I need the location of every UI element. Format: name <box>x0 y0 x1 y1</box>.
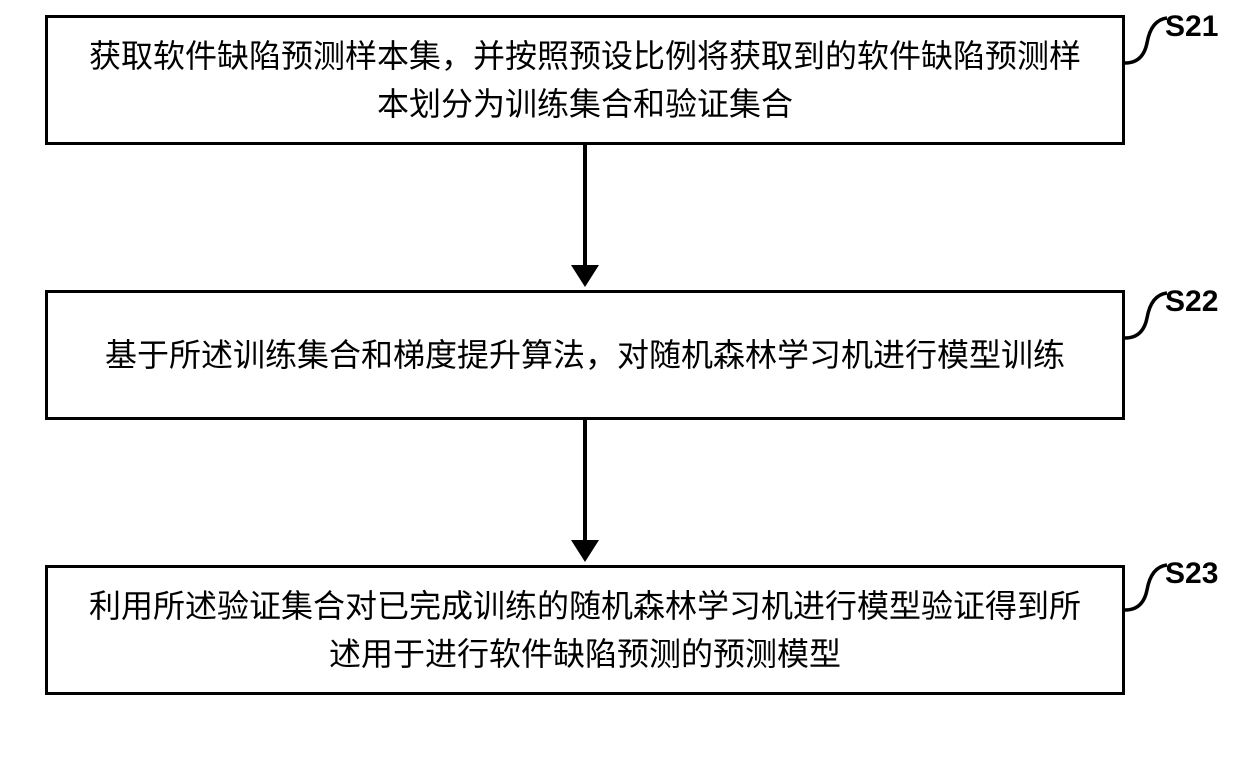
step-label-s22: S22 <box>1165 285 1218 319</box>
flow-box-s23: 利用所述验证集合对已完成训练的随机森林学习机进行模型验证得到所述用于进行软件缺陷… <box>45 565 1125 695</box>
step-label-s21: S21 <box>1165 10 1218 44</box>
flow-box-s22: 基于所述训练集合和梯度提升算法，对随机森林学习机进行模型训练 <box>45 290 1125 420</box>
curve-s23 <box>1125 555 1170 615</box>
flow-box-s21-text: 获取软件缺陷预测样本集，并按照预设比例将获取到的软件缺陷预测样本划分为训练集合和… <box>88 32 1082 128</box>
curve-s22 <box>1125 283 1170 343</box>
flowchart-container: 获取软件缺陷预测样本集，并按照预设比例将获取到的软件缺陷预测样本划分为训练集合和… <box>0 0 1239 781</box>
flow-box-s23-text: 利用所述验证集合对已完成训练的随机森林学习机进行模型验证得到所述用于进行软件缺陷… <box>88 582 1082 678</box>
arrow-s21-s22 <box>571 265 599 287</box>
connector-s22-s23 <box>583 420 587 540</box>
curve-s21 <box>1125 8 1170 68</box>
step-label-s23: S23 <box>1165 557 1218 591</box>
flow-box-s21: 获取软件缺陷预测样本集，并按照预设比例将获取到的软件缺陷预测样本划分为训练集合和… <box>45 15 1125 145</box>
connector-s21-s22 <box>583 145 587 265</box>
flow-box-s22-text: 基于所述训练集合和梯度提升算法，对随机森林学习机进行模型训练 <box>105 331 1065 379</box>
arrow-s22-s23 <box>571 540 599 562</box>
